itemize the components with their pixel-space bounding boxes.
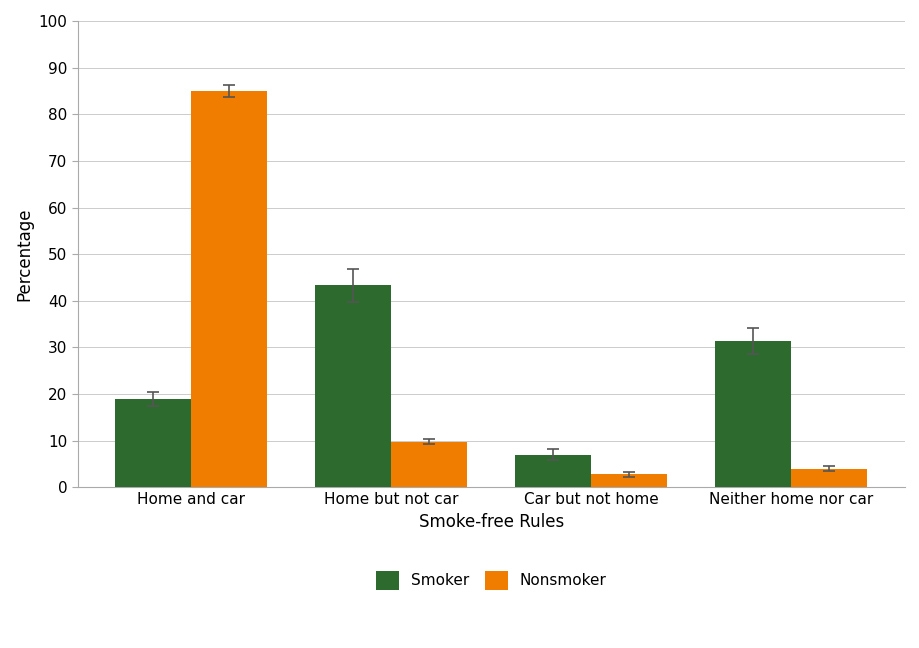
Bar — [191, 91, 267, 487]
Bar — [115, 399, 191, 487]
Bar — [715, 341, 790, 487]
Bar — [315, 285, 391, 487]
Bar — [790, 469, 867, 487]
Bar — [515, 455, 591, 487]
Y-axis label: Percentage: Percentage — [15, 207, 33, 301]
Bar — [591, 474, 666, 487]
Bar — [391, 441, 467, 487]
X-axis label: Smoke-free Rules: Smoke-free Rules — [418, 513, 563, 531]
Legend: Smoker, Nonsmoker: Smoker, Nonsmoker — [369, 565, 612, 596]
